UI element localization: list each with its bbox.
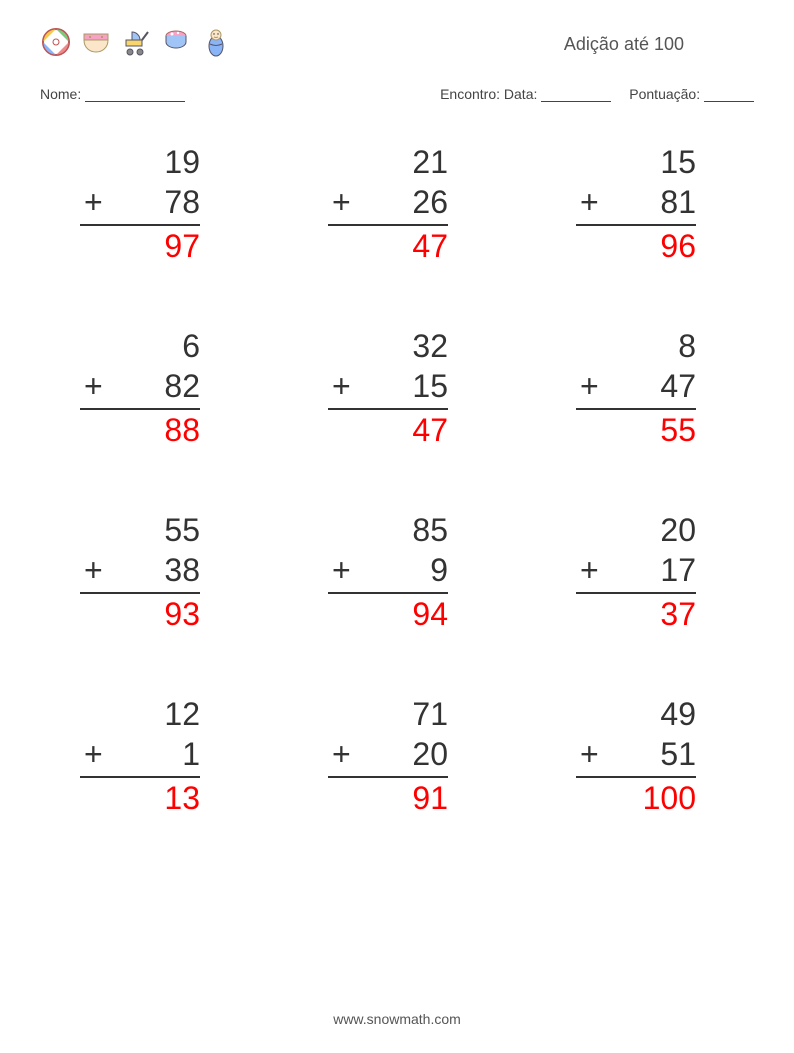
operand-bottom-row: + 1 (80, 734, 200, 778)
operand-top: 21 (328, 142, 448, 182)
operand-bottom: 81 (660, 184, 696, 220)
problem: 15+8196 (576, 142, 696, 266)
operand-bottom-row: +26 (328, 182, 448, 226)
plus-sign: + (576, 550, 599, 590)
operand-bottom-row: +38 (80, 550, 200, 594)
plus-sign: + (80, 550, 103, 590)
operand-bottom: 26 (412, 184, 448, 220)
problem: 85+ 994 (328, 510, 448, 634)
operand-bottom-row: +47 (576, 366, 696, 410)
stroller-icon (120, 26, 152, 63)
plus-sign: + (576, 734, 599, 774)
operand-bottom: 17 (660, 552, 696, 588)
encounter-label: Encontro: Data: (440, 86, 537, 102)
operand-bottom-row: +82 (80, 366, 200, 410)
answer: 47 (328, 410, 448, 450)
name-field: Nome: (40, 86, 430, 102)
problem: 12+ 113 (80, 694, 200, 818)
operand-bottom: 20 (412, 736, 448, 772)
plus-sign: + (328, 734, 351, 774)
diaper-icon (80, 26, 112, 63)
operand-top: 71 (328, 694, 448, 734)
operand-top: 12 (80, 694, 200, 734)
answer: 100 (576, 778, 696, 818)
operand-top: 8 (576, 326, 696, 366)
operand-bottom: 38 (164, 552, 200, 588)
operand-bottom: 82 (164, 368, 200, 404)
answer: 91 (328, 778, 448, 818)
problem: 49+51100 (576, 694, 696, 818)
operand-top: 19 (80, 142, 200, 182)
plus-sign: + (328, 366, 351, 406)
problem: 19+7897 (80, 142, 200, 266)
operand-bottom: 1 (164, 736, 200, 772)
score-blank (704, 88, 754, 102)
problem: 8+4755 (576, 326, 696, 450)
ball-icon (40, 26, 72, 63)
operand-top: 32 (328, 326, 448, 366)
operand-top: 55 (80, 510, 200, 550)
problem: 6+8288 (80, 326, 200, 450)
operand-bottom: 15 (412, 368, 448, 404)
operand-bottom-row: + 9 (328, 550, 448, 594)
bathtub-icon (160, 26, 192, 63)
answer: 55 (576, 410, 696, 450)
operand-bottom-row: +51 (576, 734, 696, 778)
meta-row: Nome: Encontro: Data: Pontuação: (40, 86, 754, 102)
operand-bottom-row: +15 (328, 366, 448, 410)
plus-sign: + (576, 366, 599, 406)
plus-sign: + (80, 182, 103, 222)
plus-sign: + (80, 734, 103, 774)
score-field: Pontuação: (629, 86, 754, 102)
encounter-field: Encontro: Data: (440, 86, 611, 102)
answer: 47 (328, 226, 448, 266)
footer-url: www.snowmath.com (0, 1011, 794, 1027)
operand-top: 85 (328, 510, 448, 550)
problem: 71+2091 (328, 694, 448, 818)
plus-sign: + (80, 366, 103, 406)
date-blank (541, 88, 611, 102)
header: Adição até 100 (40, 20, 754, 68)
icon-strip (40, 26, 232, 63)
answer: 94 (328, 594, 448, 634)
worksheet-title: Adição até 100 (564, 34, 684, 55)
operand-bottom-row: +78 (80, 182, 200, 226)
operand-bottom-row: +17 (576, 550, 696, 594)
answer: 13 (80, 778, 200, 818)
operand-top: 6 (80, 326, 200, 366)
answer: 37 (576, 594, 696, 634)
answer: 96 (576, 226, 696, 266)
answer: 93 (80, 594, 200, 634)
problem: 20+1737 (576, 510, 696, 634)
problem: 32+1547 (328, 326, 448, 450)
name-label: Nome: (40, 86, 81, 102)
operand-bottom: 51 (660, 736, 696, 772)
plus-sign: + (576, 182, 599, 222)
operand-bottom-row: +20 (328, 734, 448, 778)
operand-bottom-row: +81 (576, 182, 696, 226)
operand-bottom: 47 (660, 368, 696, 404)
operand-top: 15 (576, 142, 696, 182)
operand-top: 49 (576, 694, 696, 734)
problem: 21+2647 (328, 142, 448, 266)
operand-top: 20 (576, 510, 696, 550)
problems-grid: 19+789721+264715+81966+828832+15478+4755… (40, 132, 754, 818)
score-label: Pontuação: (629, 86, 700, 102)
plus-sign: + (328, 550, 351, 590)
answer: 88 (80, 410, 200, 450)
operand-bottom: 9 (412, 552, 448, 588)
operand-bottom: 78 (164, 184, 200, 220)
problem: 55+3893 (80, 510, 200, 634)
answer: 97 (80, 226, 200, 266)
swaddled-baby-icon (200, 26, 232, 63)
plus-sign: + (328, 182, 351, 222)
name-blank (85, 88, 185, 102)
